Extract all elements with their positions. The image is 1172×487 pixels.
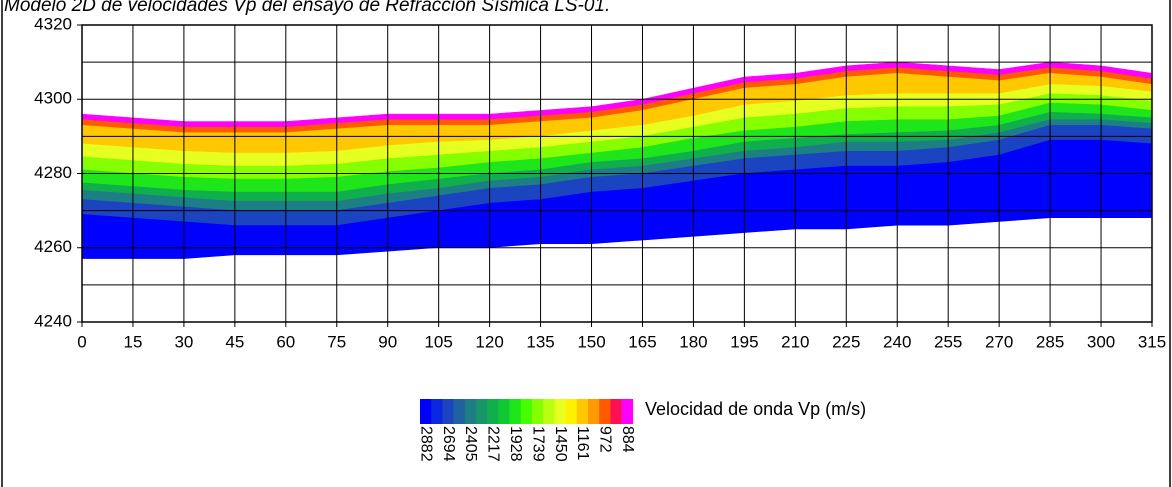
colorbar-swatch (476, 399, 488, 424)
colorbar-swatch (498, 399, 510, 424)
x-tick-label: 195 (730, 332, 758, 351)
x-tick-label: 0 (77, 332, 86, 351)
colorbar-label: 1450 (552, 426, 569, 462)
colorbar-swatch (532, 399, 544, 424)
colorbar-swatch (453, 399, 466, 424)
colorbar-title: Velocidad de onda Vp (m/s) (645, 399, 866, 419)
colorbar-label: 972 (597, 426, 614, 453)
colorbar-swatch (621, 399, 634, 424)
x-tick-label: 75 (327, 332, 346, 351)
x-tick-label: 150 (577, 332, 605, 351)
colorbar-swatch (509, 399, 522, 424)
colorbar-swatch (543, 399, 555, 424)
x-tick-label: 90 (378, 332, 397, 351)
model-bottom (81, 218, 1153, 322)
x-tick-label: 300 (1087, 332, 1115, 351)
y-tick-label: 4280 (34, 163, 72, 182)
colorbar-swatch (576, 399, 589, 424)
colorbar-label: 1739 (529, 426, 546, 462)
colorbar-swatch (464, 399, 477, 424)
x-tick-label: 135 (526, 332, 554, 351)
x-tick-label: 165 (628, 332, 656, 351)
x-tick-label: 285 (1036, 332, 1064, 351)
colorbar-label: 1928 (507, 426, 524, 462)
x-tick-label: 30 (174, 332, 193, 351)
x-tick-label: 315 (1138, 332, 1166, 351)
colorbar-swatch (554, 399, 566, 424)
x-tick-label: 225 (832, 332, 860, 351)
colorbar-swatch (588, 399, 600, 424)
colorbar-swatch (610, 399, 622, 424)
colorbar-swatch (431, 399, 443, 424)
colorbar-label: 2882 (417, 426, 434, 462)
chart-title: Modelo 2D de velocidades Vp del ensayo d… (4, 0, 610, 16)
colorbar-swatch (599, 399, 611, 424)
y-tick-label: 4240 (34, 311, 72, 330)
x-tick-label: 15 (123, 332, 142, 351)
x-tick-label: 180 (679, 332, 707, 351)
colorbar-label: 884 (619, 426, 636, 453)
colorbar-swatch (420, 399, 432, 424)
colorbar-swatch (487, 399, 499, 424)
colorbar-swatch (442, 399, 454, 424)
x-tick-label: 60 (276, 332, 295, 351)
x-tick-label: 210 (781, 332, 809, 351)
y-tick-label: 4300 (34, 89, 72, 108)
x-tick-label: 255 (934, 332, 962, 351)
colorbar-label: 1161 (574, 426, 591, 461)
colorbar-label: 2694 (440, 426, 457, 462)
colorbar-swatch (520, 399, 533, 424)
y-tick-label: 4320 (34, 14, 72, 33)
x-tick-label: 240 (883, 332, 911, 351)
colorbar-swatch (565, 399, 578, 424)
x-tick-label: 120 (475, 332, 503, 351)
x-tick-label: 270 (985, 332, 1013, 351)
y-tick-label: 4260 (34, 237, 72, 256)
x-tick-label: 45 (225, 332, 244, 351)
x-tick-label: 105 (424, 332, 452, 351)
colorbar-label: 2405 (462, 426, 479, 462)
colorbar-label: 2217 (485, 426, 502, 462)
